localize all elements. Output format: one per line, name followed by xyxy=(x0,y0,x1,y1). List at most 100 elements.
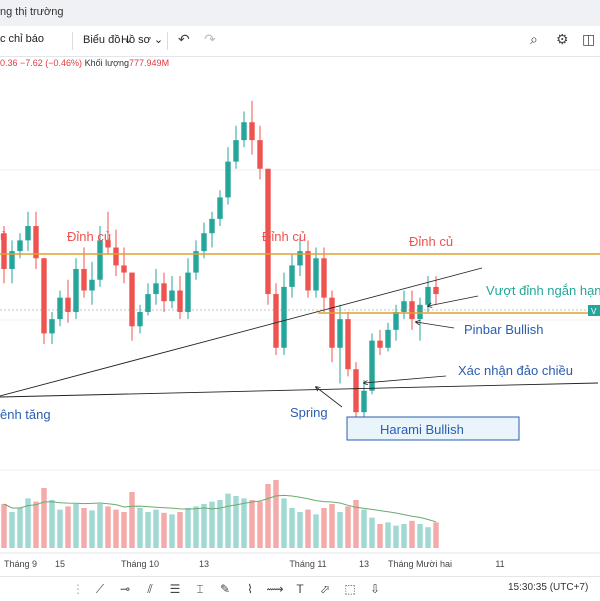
candle-body xyxy=(305,251,311,291)
channel-tool-icon[interactable]: ⫽ xyxy=(147,582,153,596)
candle-body xyxy=(209,218,215,234)
volume-bar xyxy=(377,524,383,548)
spring-arrow xyxy=(316,387,343,408)
candle-body xyxy=(17,240,23,252)
fib-tool-icon[interactable]: ☰ xyxy=(169,582,181,596)
gear-icon[interactable]: ⚙ xyxy=(556,31,569,47)
candle-body xyxy=(401,301,407,312)
chevron-down-icon: ⌄ xyxy=(123,34,133,46)
ruler-tool-icon[interactable]: ⌶ xyxy=(196,582,204,596)
candle-body xyxy=(433,286,439,295)
candle-body xyxy=(361,390,367,413)
pattern-tool-icon[interactable]: ⌇ xyxy=(247,582,253,596)
volume-bar xyxy=(385,522,391,548)
candle-body xyxy=(81,269,87,291)
volume-bar xyxy=(153,509,159,548)
candle-body xyxy=(329,297,335,348)
zoom-search-icon[interactable]: ⌕ xyxy=(530,31,538,47)
candle-body xyxy=(89,279,95,291)
arrow-down-tool-icon[interactable]: ⇩ xyxy=(369,582,381,596)
candle-body xyxy=(121,265,127,273)
brush-tool-icon[interactable]: ✎ xyxy=(219,582,231,596)
candle-body xyxy=(337,319,343,348)
volume-bar xyxy=(49,500,55,548)
breakout-label: Vượt đỉnh ngắn hạn xyxy=(486,283,600,298)
indicators-button[interactable]: c chỉ báo xyxy=(0,33,45,45)
volume-bar xyxy=(57,509,63,548)
horizontal-ray-tool-icon[interactable]: ⊸ xyxy=(119,582,131,596)
candle-body xyxy=(241,122,247,141)
candle-body xyxy=(193,251,199,273)
volume-bar xyxy=(289,508,295,548)
volume-bar xyxy=(145,512,151,548)
volume-bar xyxy=(273,480,279,548)
volume-bar xyxy=(185,508,191,548)
volume-bar xyxy=(249,500,255,548)
candle-body xyxy=(417,304,423,320)
pinbar-arrow xyxy=(416,322,455,329)
trendline-rising xyxy=(0,267,483,397)
uptrend-label: ênh tăng xyxy=(0,407,51,422)
volume-bar xyxy=(393,525,399,548)
candle-body xyxy=(217,197,223,219)
volume-bar xyxy=(121,512,127,548)
candle-body xyxy=(161,283,167,302)
candle-body xyxy=(257,140,263,169)
volume-bar xyxy=(193,506,199,548)
volume-bar xyxy=(329,504,335,548)
volume-bar xyxy=(305,509,311,548)
legend-line: 0.36 −7.62 (−0.46%) Khối lượng777.949M xyxy=(0,58,169,68)
chart-toolbar: c chỉ báo Biểu đồ ⌄ Hồ sơ ⌄ ↶ ↷ ⌕ ⚙ ◫ xyxy=(0,26,600,57)
candle-body xyxy=(321,258,327,298)
candle-body xyxy=(281,286,287,348)
volume-bar xyxy=(345,506,351,548)
window-title: ng thị trường xyxy=(0,6,64,18)
candle-body xyxy=(41,258,47,334)
volume-bar xyxy=(65,506,71,548)
candle-body xyxy=(201,233,207,252)
volume-bar xyxy=(361,509,367,548)
price-change: 0.36 −7.62 (−0.46%) xyxy=(0,58,83,68)
volume-bar xyxy=(217,500,223,548)
candle-body xyxy=(353,369,359,413)
candle-body xyxy=(57,297,63,320)
candle-body xyxy=(377,340,383,348)
volume-bar xyxy=(369,517,375,548)
candle-body xyxy=(393,311,399,330)
profile-dropdown[interactable]: Hồ sơ ⌄ xyxy=(121,33,163,46)
volume-bar xyxy=(25,498,31,548)
arrow-tool-icon[interactable]: ⬀ xyxy=(319,582,331,596)
volume-bar xyxy=(169,514,175,548)
volume-bar xyxy=(241,498,247,548)
screenshot-icon[interactable]: ◫ xyxy=(582,31,596,47)
charts-dropdown[interactable]: Biểu đồ ⌄ xyxy=(83,33,133,46)
volume-bar xyxy=(33,501,39,548)
pinbar-label: Pinbar Bullish xyxy=(464,322,544,337)
candle-body xyxy=(369,340,375,391)
candle-body xyxy=(313,258,319,291)
toolbar-divider xyxy=(72,32,73,50)
text-tool-icon[interactable]: T xyxy=(296,582,304,596)
volume-bar xyxy=(73,504,79,548)
trendline-tool-icon[interactable]: ⟋ xyxy=(95,582,105,596)
volume-bar xyxy=(433,522,439,548)
volume-bar xyxy=(265,484,271,548)
harami-box xyxy=(346,416,520,441)
candlestick-chart[interactable]: V ủ Đỉnh củ Đỉnh củ Đỉnh củ Vượt đỉnh ng… xyxy=(0,70,600,576)
drawing-toolbar: ⋮ ⟋ ⊸ ⫽ ☰ ⌶ ✎ ⌇ ⟿ T ⬀ ⬚ ⇩ 15:30:35 (UTC+… xyxy=(0,576,600,601)
volume-bar xyxy=(225,493,231,548)
candle-body xyxy=(105,240,111,248)
charts-label: Biểu đồ xyxy=(83,34,121,46)
old-peak-3-label: Đỉnh củ xyxy=(409,234,453,249)
shape-tool-icon[interactable]: ⬚ xyxy=(344,582,356,596)
reversal-label: Xác nhận đảo chiều xyxy=(458,363,573,378)
x-tick-label: Tháng Mười hai xyxy=(388,559,452,569)
drag-handle-icon[interactable]: ⋮ xyxy=(72,582,84,596)
path-tool-icon[interactable]: ⟿ xyxy=(266,582,284,596)
price-axis-tag xyxy=(588,305,600,316)
profile-label: Hồ sơ xyxy=(121,34,151,46)
x-tick-label: 11 xyxy=(495,559,504,569)
candle-body xyxy=(9,251,15,269)
redo-icon[interactable]: ↷ xyxy=(204,31,216,47)
undo-icon[interactable]: ↶ xyxy=(178,31,190,47)
